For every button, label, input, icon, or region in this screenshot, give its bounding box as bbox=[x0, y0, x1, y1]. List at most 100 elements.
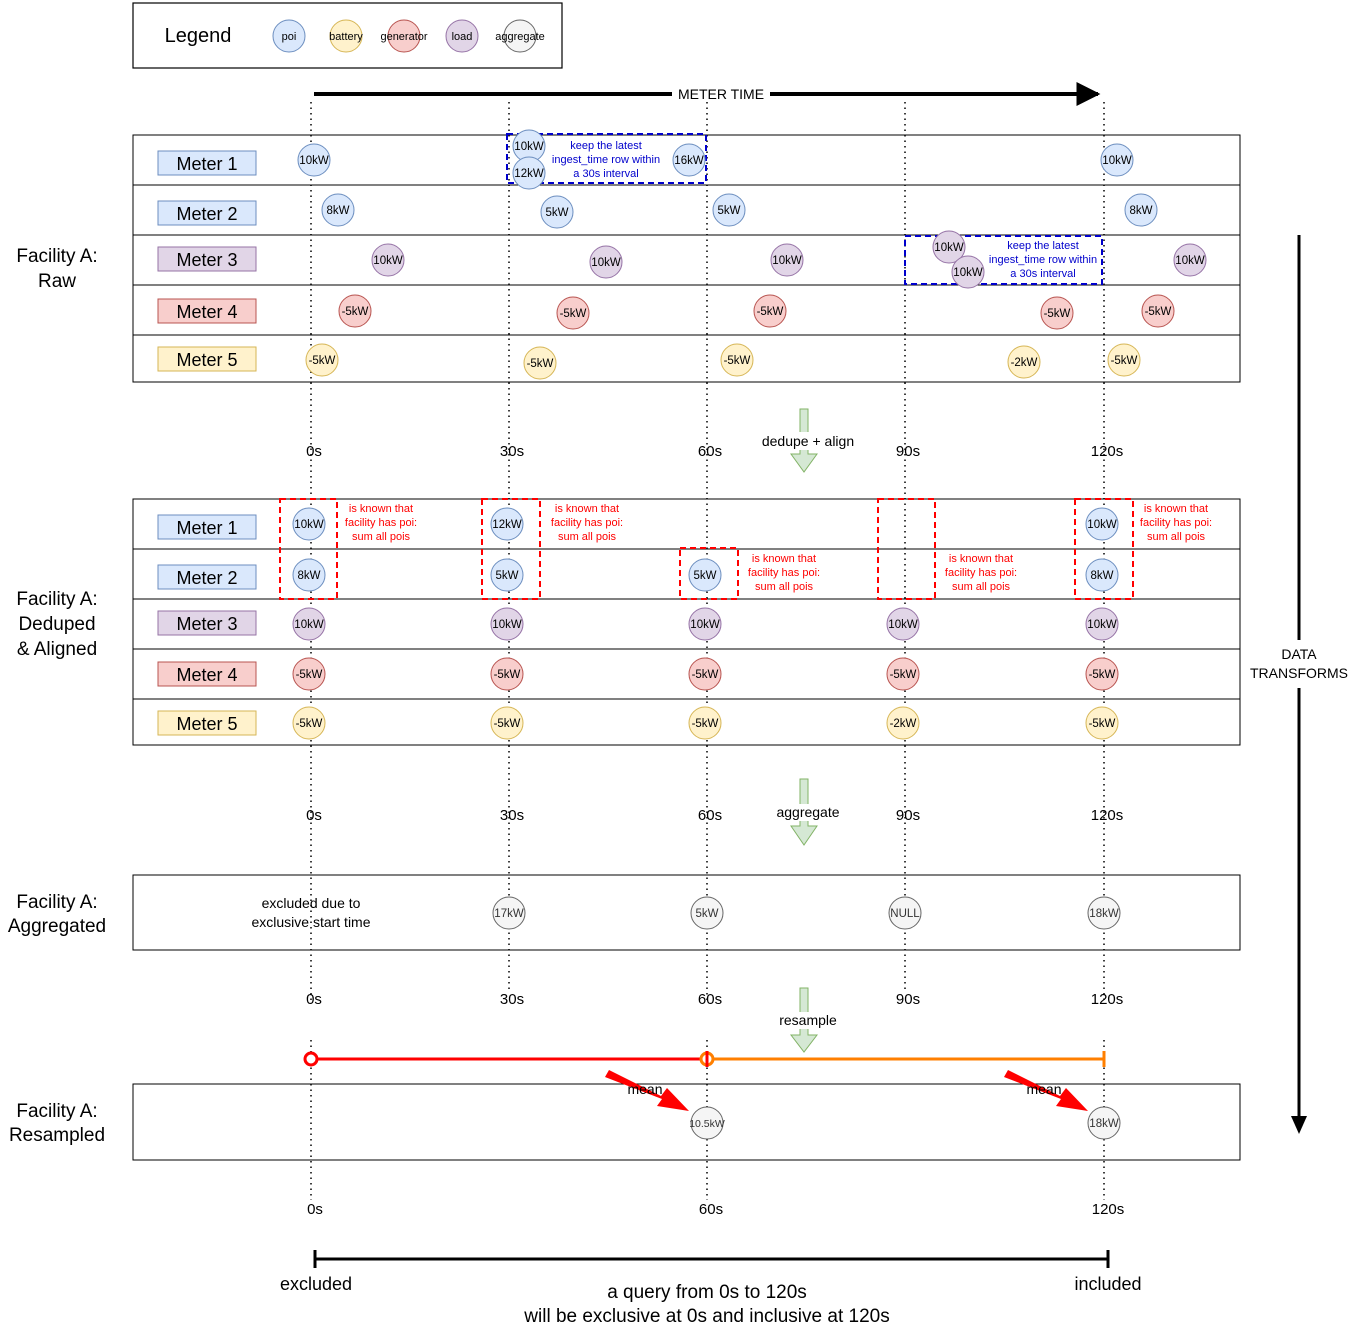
meter-label-box bbox=[157, 610, 257, 636]
reading-circle bbox=[1085, 607, 1119, 641]
reading-circle bbox=[338, 294, 372, 328]
reading-value: 10kW bbox=[888, 619, 918, 631]
reading-value: 5kW bbox=[718, 205, 741, 217]
reading-circle bbox=[589, 245, 623, 279]
reading-circle bbox=[1085, 507, 1119, 541]
query-range-left-label: excluded bbox=[280, 1274, 352, 1294]
time-label: 90s bbox=[896, 991, 920, 1008]
transform-steps: dedupe + align aggregate resample bbox=[756, 408, 862, 1053]
time-label: 0s bbox=[306, 991, 322, 1008]
poi-note-line3: sum all pois bbox=[352, 531, 411, 543]
meter-label-text: Meter 4 bbox=[176, 665, 237, 685]
reading-load: 10kW bbox=[886, 607, 920, 641]
legend-label-aggregate: aggregate bbox=[495, 31, 545, 43]
reading-load: 10kW bbox=[490, 607, 524, 641]
time-label: 0s bbox=[306, 807, 322, 824]
legend-item-generator: generator bbox=[380, 19, 428, 53]
meter-label-5: Meter 5 bbox=[157, 346, 257, 372]
poi-note-line2: facility has poi: bbox=[1140, 517, 1212, 529]
poi-note-line1: is known that bbox=[949, 553, 1013, 565]
reading-value: -5kW bbox=[724, 355, 751, 367]
meter-label-box bbox=[157, 200, 257, 226]
reading-circle bbox=[492, 896, 526, 930]
meter-label-text: Meter 3 bbox=[176, 250, 237, 270]
reading-value: 12kW bbox=[492, 519, 522, 531]
reading-value: -5kW bbox=[1145, 306, 1172, 318]
reading-value: 12kW bbox=[514, 168, 544, 180]
transform-label-bg bbox=[775, 1012, 841, 1029]
dedupe-note-line1: keep the latest bbox=[1007, 240, 1079, 252]
reading-value: 5kW bbox=[696, 908, 719, 920]
reading-generator: -5kW bbox=[1141, 294, 1175, 328]
reading-circle bbox=[1087, 896, 1121, 930]
legend-swatch-aggregate bbox=[503, 19, 537, 53]
meter-label-1: Meter 1 bbox=[157, 514, 257, 540]
poi-note-line3: sum all pois bbox=[558, 531, 617, 543]
legend-item-load: load bbox=[445, 19, 479, 53]
reading-circle bbox=[888, 896, 922, 930]
meter-label-5: Meter 5 bbox=[157, 710, 257, 736]
reading-load: 10kW bbox=[292, 607, 326, 641]
reading-generator: -5kW bbox=[292, 657, 326, 691]
reading-circle bbox=[770, 243, 804, 277]
legend-label-battery: battery bbox=[329, 31, 363, 43]
reading-circle bbox=[886, 607, 920, 641]
reading-value: 10kW bbox=[772, 255, 802, 267]
reading-load: 10kW bbox=[1173, 243, 1207, 277]
reading-circle bbox=[490, 558, 524, 592]
reading-value: 16kW bbox=[674, 155, 704, 167]
poi-note-line1: is known that bbox=[1144, 503, 1208, 515]
reading-circle bbox=[490, 706, 524, 740]
legend-swatch-load bbox=[445, 19, 479, 53]
deduped-section-frame bbox=[132, 498, 1241, 746]
reading-circle bbox=[1007, 345, 1041, 379]
reading-circle bbox=[297, 143, 331, 177]
reading-circle bbox=[753, 294, 787, 328]
reading-circle bbox=[688, 706, 722, 740]
reading-aggregate: NULL bbox=[888, 896, 922, 930]
reading-load: 10kW bbox=[371, 243, 405, 277]
poi-note-line2: facility has poi: bbox=[551, 517, 623, 529]
time-label: 60s bbox=[698, 991, 722, 1008]
reading-value: 5kW bbox=[694, 570, 717, 582]
meter-label-box bbox=[157, 346, 257, 372]
poi-note-line3: sum all pois bbox=[1147, 531, 1206, 543]
dedupe-note-line3: a 30s interval bbox=[1010, 268, 1075, 280]
reading-load: 10kW bbox=[951, 255, 985, 289]
reading-circle bbox=[292, 558, 326, 592]
time-label: 0s bbox=[306, 443, 322, 460]
mean-arrow-60s bbox=[605, 1070, 689, 1111]
reading-aggregate: 10.5kW bbox=[689, 1106, 725, 1140]
reading-aggregate: 17kW bbox=[492, 896, 526, 930]
time-label: 30s bbox=[500, 807, 524, 824]
reading-circle bbox=[1124, 193, 1158, 227]
reading-value: 8kW bbox=[1091, 570, 1114, 582]
reading-value: -5kW bbox=[1111, 355, 1138, 367]
reading-value: 10kW bbox=[299, 155, 329, 167]
resample-intervals: mean mean bbox=[303, 1051, 1106, 1111]
raw-section-title-line1: Facility A: bbox=[16, 246, 97, 267]
time-label: 30s bbox=[500, 443, 524, 460]
reading-value: 10kW bbox=[294, 519, 324, 531]
query-range: excluded included a query from 0s to 120… bbox=[280, 1250, 1142, 1327]
aggregated-section-title-line1: Facility A: bbox=[16, 892, 97, 913]
reading-value: 10kW bbox=[373, 255, 403, 267]
poi-note-line1: is known that bbox=[752, 553, 816, 565]
reading-battery: -5kW bbox=[720, 343, 754, 377]
aggregated-section: Facility A: Aggregated bbox=[8, 874, 1241, 951]
reading-value: 10kW bbox=[1087, 619, 1117, 631]
poi-note-line1: is known that bbox=[555, 503, 619, 515]
reading-value: 10kW bbox=[934, 242, 964, 254]
legend-label-poi: poi bbox=[282, 31, 297, 43]
reading-value: -5kW bbox=[1089, 718, 1116, 730]
query-range-description-line1: a query from 0s to 120s bbox=[607, 1282, 807, 1303]
meter-label-box bbox=[157, 514, 257, 540]
time-label: 120s bbox=[1091, 991, 1124, 1008]
dedupe-note-line2: ingest_time row within bbox=[552, 154, 660, 166]
meter-time-label: METER TIME bbox=[678, 86, 764, 102]
meter-label-text: Meter 1 bbox=[176, 518, 237, 538]
reading-value: 5kW bbox=[496, 570, 519, 582]
meter-time-axis: METER TIME bbox=[314, 82, 1101, 106]
reading-circle bbox=[1040, 296, 1074, 330]
reading-poi: 12kW bbox=[512, 156, 546, 190]
